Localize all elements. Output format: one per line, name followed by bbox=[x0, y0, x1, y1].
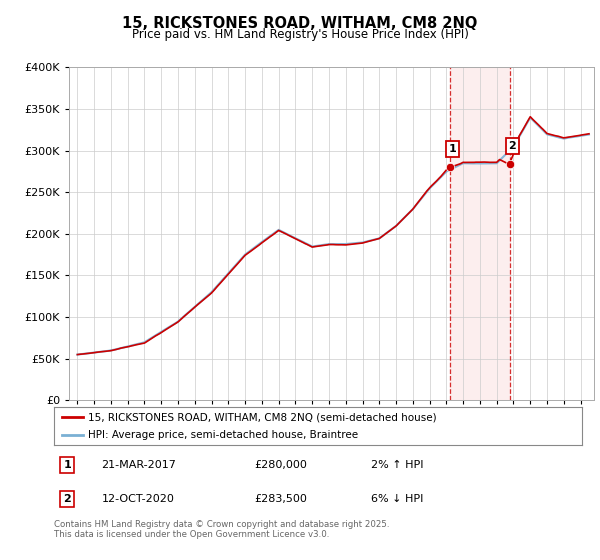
Text: £283,500: £283,500 bbox=[254, 494, 308, 504]
Text: 15, RICKSTONES ROAD, WITHAM, CM8 2NQ: 15, RICKSTONES ROAD, WITHAM, CM8 2NQ bbox=[122, 16, 478, 31]
Text: 2: 2 bbox=[64, 494, 71, 504]
Text: £280,000: £280,000 bbox=[254, 460, 308, 470]
Text: 15, RICKSTONES ROAD, WITHAM, CM8 2NQ (semi-detached house): 15, RICKSTONES ROAD, WITHAM, CM8 2NQ (se… bbox=[88, 412, 437, 422]
Text: Price paid vs. HM Land Registry's House Price Index (HPI): Price paid vs. HM Land Registry's House … bbox=[131, 28, 469, 41]
Text: 21-MAR-2017: 21-MAR-2017 bbox=[101, 460, 176, 470]
Text: 12-OCT-2020: 12-OCT-2020 bbox=[101, 494, 175, 504]
Text: HPI: Average price, semi-detached house, Braintree: HPI: Average price, semi-detached house,… bbox=[88, 430, 358, 440]
Text: 1: 1 bbox=[64, 460, 71, 470]
Text: Contains HM Land Registry data © Crown copyright and database right 2025.
This d: Contains HM Land Registry data © Crown c… bbox=[54, 520, 389, 539]
Text: 2: 2 bbox=[508, 141, 516, 151]
Text: 2% ↑ HPI: 2% ↑ HPI bbox=[371, 460, 424, 470]
Text: 1: 1 bbox=[449, 144, 457, 154]
Text: 6% ↓ HPI: 6% ↓ HPI bbox=[371, 494, 423, 504]
Bar bbox=[450, 67, 510, 400]
